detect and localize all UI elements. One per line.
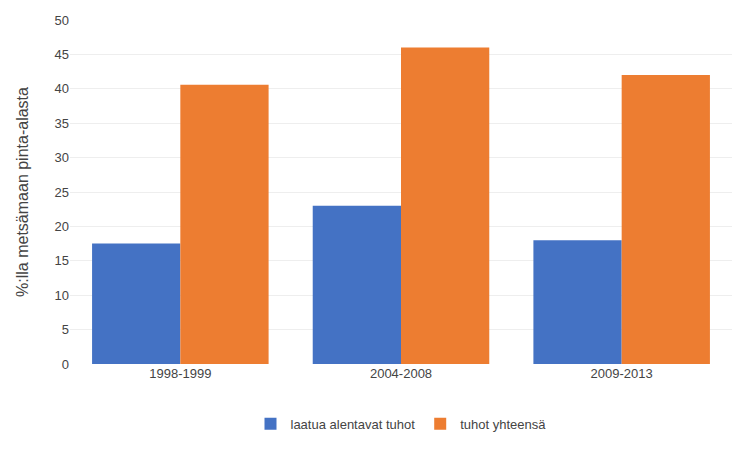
svg-text:20: 20 <box>55 219 69 234</box>
svg-text:40: 40 <box>55 81 69 96</box>
svg-text:laatua alentavat tuhot: laatua alentavat tuhot <box>291 417 416 432</box>
svg-text:tuhot yhteensä: tuhot yhteensä <box>460 417 546 432</box>
svg-text:30: 30 <box>55 150 69 165</box>
svg-text:2009-2013: 2009-2013 <box>591 366 653 381</box>
svg-text:5: 5 <box>62 322 69 337</box>
svg-text:15: 15 <box>55 253 69 268</box>
svg-text:50: 50 <box>55 13 69 28</box>
svg-text:45: 45 <box>55 47 69 62</box>
svg-text:1998-1999: 1998-1999 <box>149 366 211 381</box>
svg-text:25: 25 <box>55 185 69 200</box>
svg-text:35: 35 <box>55 116 69 131</box>
svg-text:2004-2008: 2004-2008 <box>370 366 432 381</box>
svg-text:0: 0 <box>62 357 69 372</box>
svg-text:%:lla metsämaan pinta-alasta: %:lla metsämaan pinta-alasta <box>14 87 31 297</box>
svg-text:10: 10 <box>55 288 69 303</box>
